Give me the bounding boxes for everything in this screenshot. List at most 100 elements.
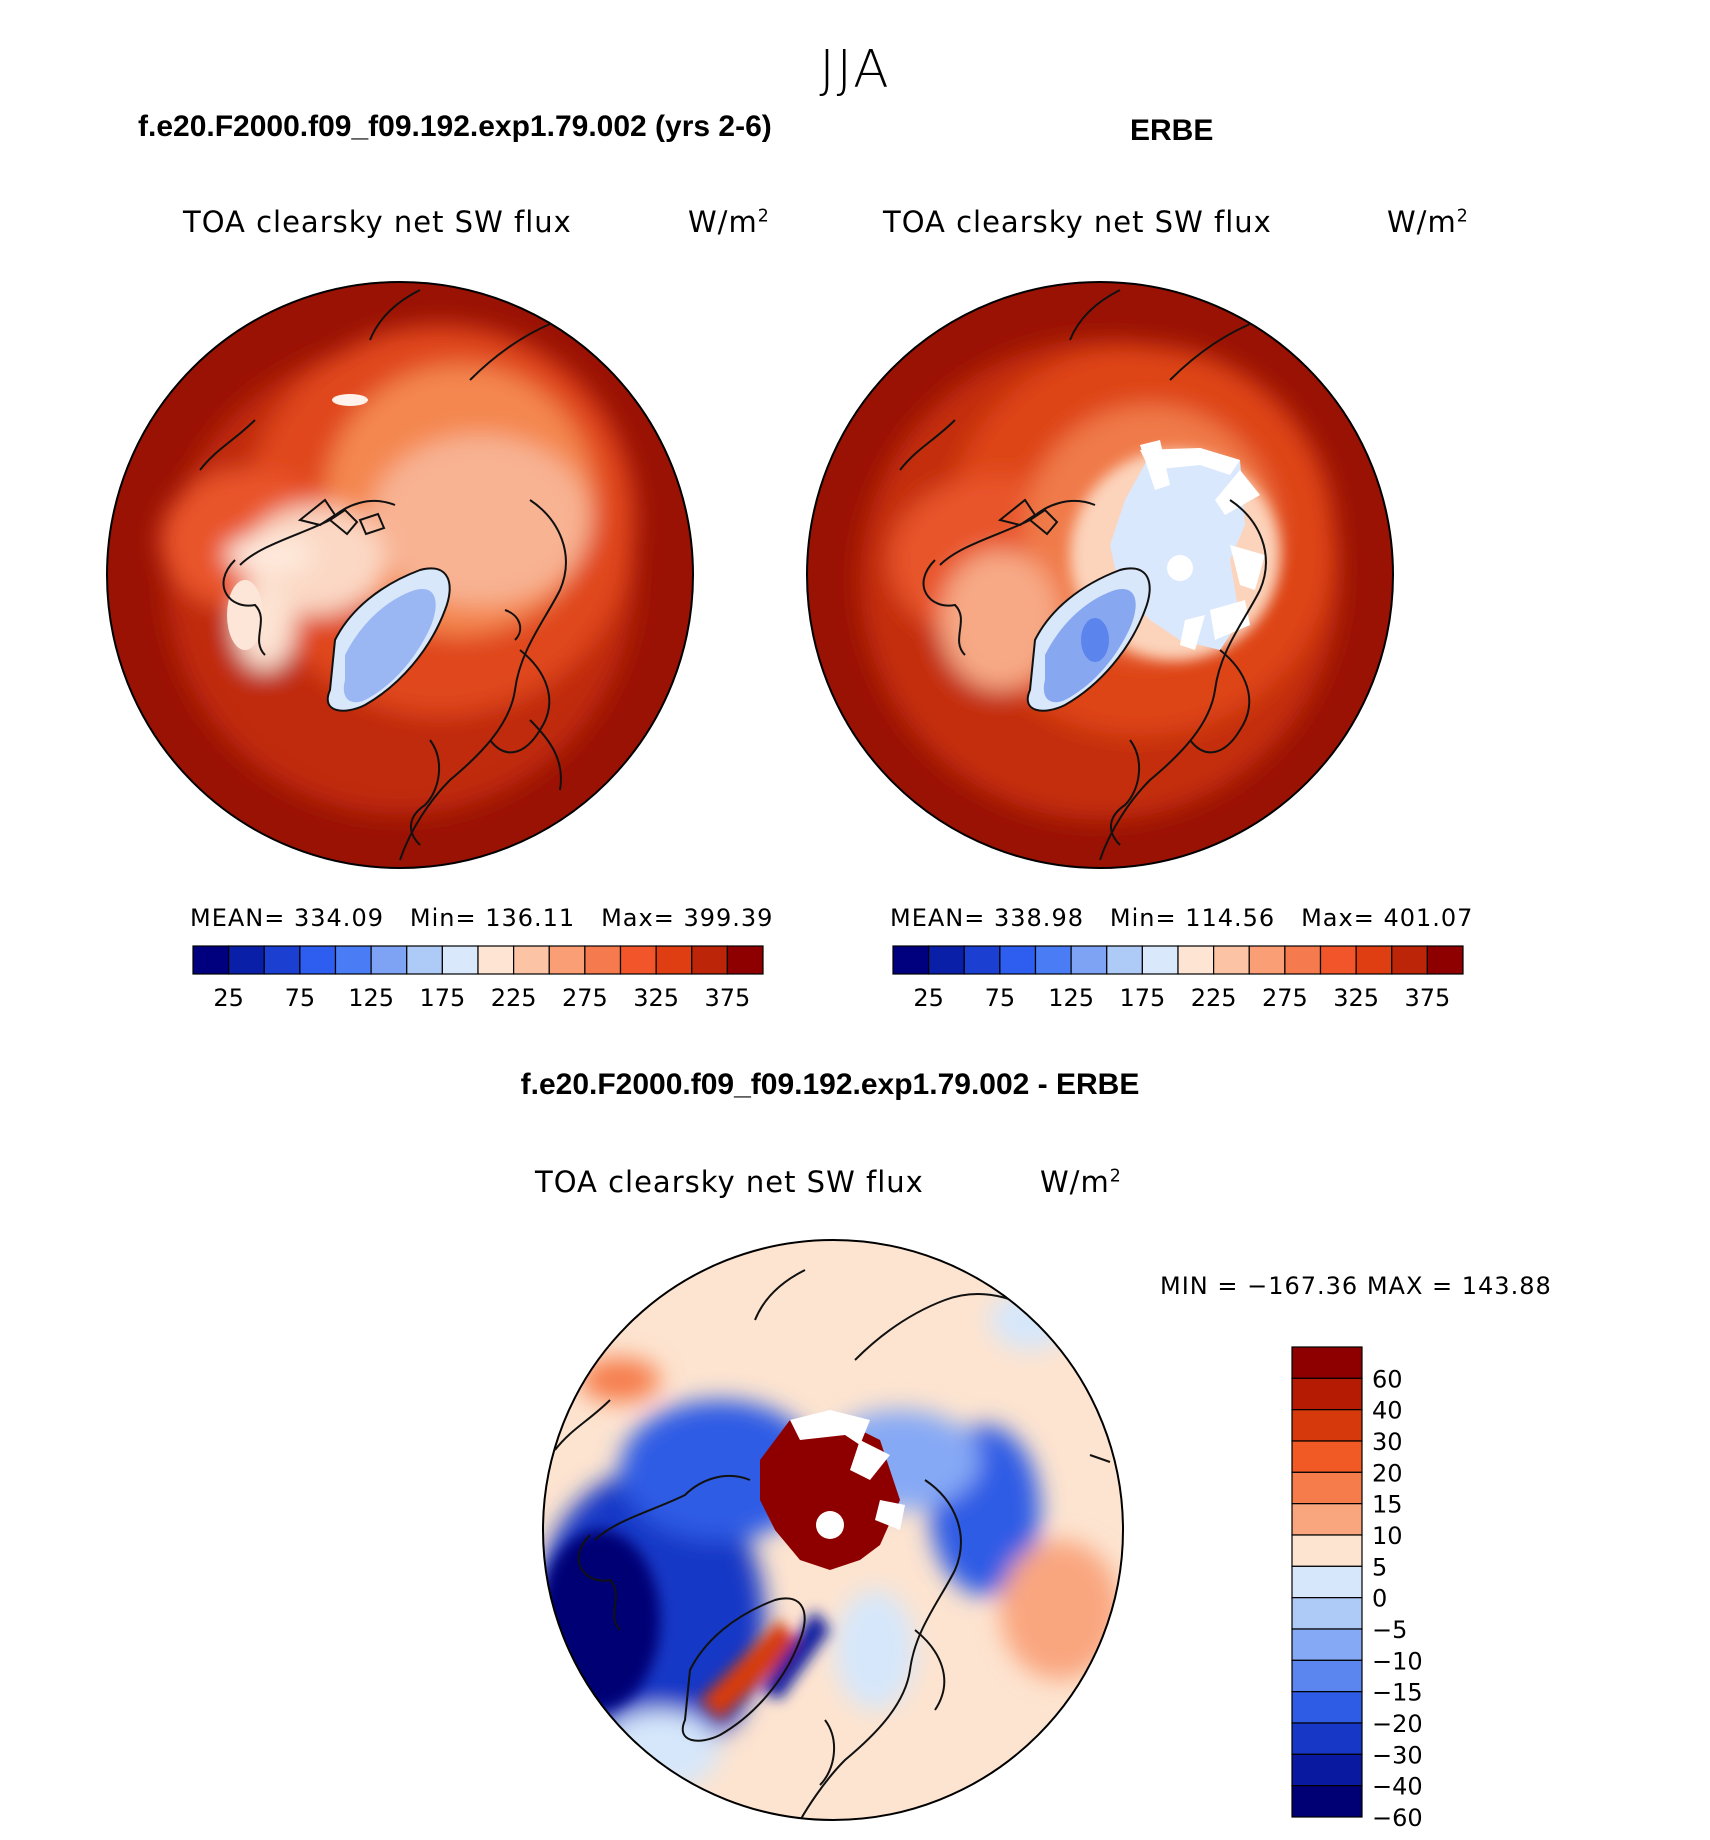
difference-colorbar-tick-label: −30: [1372, 1741, 1423, 1769]
obs-colorbar-swatch: [1284, 945, 1322, 975]
difference-colorbar-tick-label: 10: [1372, 1522, 1403, 1550]
obs-colorbar-tick-label: 25: [913, 984, 944, 1012]
season-title: JJA: [819, 40, 891, 100]
difference-colorbar-swatch: [1291, 1377, 1363, 1411]
difference-colorbar-swatch: [1291, 1785, 1363, 1818]
difference-coastlines: [554, 1269, 1111, 1820]
model-polar-map: [107, 282, 693, 868]
difference-colorbar-swatch: [1291, 1597, 1363, 1630]
model-colorbar-swatch: [334, 945, 372, 975]
difference-case-title: f.e20.F2000.f09_f09.192.exp1.79.002 - ER…: [520, 1068, 1140, 1101]
model-colorbar-swatch: [299, 945, 337, 975]
model-colorbar-swatch: [370, 945, 408, 975]
model-colorbar-tick-label: 75: [285, 984, 316, 1012]
difference-colorbar-swatch: [1291, 1471, 1363, 1505]
model-colorbar-tick-label: 125: [348, 984, 394, 1012]
model-colorbar-tick-label: 25: [213, 984, 244, 1012]
difference-colorbar-swatch: [1291, 1753, 1363, 1787]
obs-units: W/m2: [1387, 205, 1469, 239]
difference-variable-title: TOA clearsky net SW flux: [535, 1165, 924, 1199]
difference-colorbar-tick-label: 15: [1372, 1491, 1403, 1519]
obs-colorbar-tick-label: 125: [1048, 984, 1094, 1012]
obs-variable-title: TOA clearsky net SW flux: [883, 205, 1272, 239]
obs-colorbar-swatch: [1213, 945, 1250, 975]
difference-colorbar-tick-label: −40: [1372, 1773, 1423, 1801]
obs-colorbar-swatch: [1391, 945, 1428, 975]
difference-colorbar-swatch: [1291, 1409, 1363, 1442]
model-colorbar-swatch: [406, 945, 443, 975]
model-colorbar-tick-label: 175: [419, 984, 465, 1012]
obs-colorbar-swatch: [1034, 945, 1072, 975]
model-colorbar-swatch: [619, 945, 657, 975]
obs-case-title: ERBE: [1130, 114, 1214, 147]
obs-colorbar-tick-label: 325: [1333, 984, 1379, 1012]
obs-colorbar-swatch: [1141, 945, 1179, 975]
difference-colorbar-tick-label: −5: [1372, 1616, 1407, 1644]
model-colorbar-swatch: [548, 945, 586, 975]
model-colorbar-tick-label: 275: [562, 984, 608, 1012]
obs-colorbar-swatch: [1248, 945, 1286, 975]
model-colorbar-swatch: [655, 945, 693, 975]
model-colorbar-swatch: [192, 945, 230, 975]
obs-colorbar-tick-label: 175: [1119, 984, 1165, 1012]
model-colorbar-tick-label: 225: [491, 984, 537, 1012]
obs-colorbar-swatch: [892, 945, 930, 975]
model-variable-title: TOA clearsky net SW flux: [183, 205, 572, 239]
model-stats: MEAN= 334.09 Min= 136.11 Max= 399.39: [190, 904, 774, 932]
obs-colorbar-swatch: [928, 945, 965, 975]
obs-colorbar-swatch: [999, 945, 1037, 975]
model-colorbar-tick-label: 375: [704, 984, 750, 1012]
obs-colorbar: 25 75 125 175 225 275 325 375: [892, 945, 1464, 1012]
difference-colorbar-tick-label: 20: [1372, 1459, 1403, 1487]
model-colorbar-swatch: [441, 945, 479, 975]
difference-colorbar-tick-label: −10: [1372, 1647, 1423, 1675]
difference-colorbar-swatch: [1291, 1346, 1363, 1379]
model-units: W/m2: [688, 205, 770, 239]
difference-colorbar-swatch: [1291, 1691, 1363, 1724]
difference-colorbar-swatch: [1291, 1628, 1363, 1661]
obs-colorbar-swatch: [1177, 945, 1215, 975]
obs-polar-map: [807, 282, 1393, 868]
model-colorbar-swatch: [263, 945, 301, 975]
model-colorbar: 25 75 125 175 225 275 325 375: [192, 945, 764, 1012]
obs-colorbar-swatch: [1106, 945, 1143, 975]
difference-colorbar: 60 40 30 20 15 10 5 0 −5 −10 −15 −20 −30 −40 −60: [1291, 1346, 1423, 1832]
model-colorbar-swatch: [726, 945, 764, 975]
obs-colorbar-tick-label: 75: [985, 984, 1016, 1012]
difference-colorbar-swatch: [1291, 1565, 1363, 1599]
model-coastlines: [199, 289, 671, 861]
obs-stats: MEAN= 338.98 Min= 114.56 Max= 401.07: [890, 904, 1474, 932]
difference-colorbar-tick-label: −20: [1372, 1710, 1423, 1738]
model-colorbar-swatch: [584, 945, 622, 975]
obs-colorbar-tick-label: 375: [1404, 984, 1450, 1012]
model-case-title: f.e20.F2000.f09_f09.192.exp1.79.002 (yrs…: [138, 110, 772, 143]
obs-colorbar-swatch: [963, 945, 1001, 975]
difference-colorbar-tick-label: 60: [1372, 1365, 1403, 1393]
model-colorbar-swatch: [691, 945, 728, 975]
obs-colorbar-tick-label: 225: [1191, 984, 1237, 1012]
difference-colorbar-tick-label: 30: [1372, 1428, 1403, 1456]
model-colorbar-tick-label: 325: [633, 984, 679, 1012]
difference-colorbar-swatch: [1291, 1659, 1363, 1693]
obs-colorbar-tick-label: 275: [1262, 984, 1308, 1012]
difference-colorbar-swatch: [1291, 1440, 1363, 1473]
difference-colorbar-tick-label: 5: [1372, 1553, 1387, 1581]
difference-colorbar-tick-label: −15: [1372, 1679, 1423, 1707]
obs-colorbar-swatch: [1426, 945, 1464, 975]
model-colorbar-swatch: [228, 945, 265, 975]
difference-colorbar-tick-label: −60: [1372, 1804, 1423, 1832]
difference-colorbar-swatch: [1291, 1534, 1363, 1567]
difference-colorbar-swatch: [1291, 1503, 1363, 1536]
obs-colorbar-swatch: [1319, 945, 1357, 975]
difference-colorbar-tick-label: 40: [1372, 1397, 1403, 1425]
obs-colorbar-swatch: [1355, 945, 1393, 975]
difference-min-max: MIN = −167.36 MAX = 143.88: [1160, 1272, 1552, 1300]
difference-colorbar-swatch: [1291, 1722, 1363, 1755]
model-colorbar-swatch: [477, 945, 515, 975]
obs-colorbar-swatch: [1070, 945, 1108, 975]
difference-units: W/m2: [1040, 1165, 1122, 1199]
difference-polar-map: [543, 1240, 1123, 1820]
model-colorbar-swatch: [513, 945, 550, 975]
difference-colorbar-tick-label: 0: [1372, 1585, 1387, 1613]
